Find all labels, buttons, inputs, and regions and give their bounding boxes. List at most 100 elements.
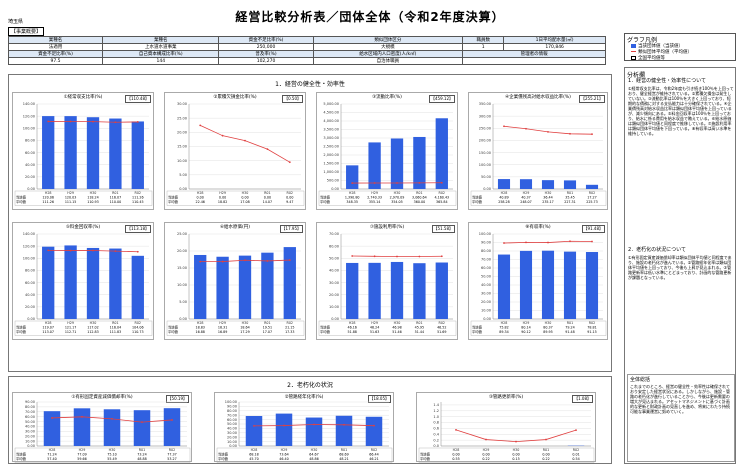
y-tick-label: 40.00	[25, 425, 35, 429]
x-tick-label: R02	[589, 191, 596, 195]
average-point	[396, 255, 398, 258]
x-tick-label: H28	[349, 191, 356, 195]
data-label-average: 17.07	[263, 330, 272, 334]
data-label-value: 1,390.80	[345, 196, 360, 200]
x-tick-label: R02	[287, 321, 294, 325]
data-label-average: 89.95	[543, 330, 552, 334]
average-point	[373, 424, 375, 427]
data-label-average: 14.07	[263, 200, 272, 204]
data-label-average: 91.48	[565, 330, 574, 334]
row-label-self: 当該値	[16, 452, 27, 457]
data-label-value: 17.27	[587, 196, 596, 200]
data-label-average: 258.28	[498, 200, 510, 204]
x-tick-label: R01	[112, 321, 119, 325]
average-point	[283, 424, 285, 427]
legend-item-self: 当該団体値（当該値）	[631, 43, 683, 49]
y-tick-label: 15.00	[177, 266, 187, 270]
x-tick-label: R02	[169, 448, 176, 452]
bar	[585, 184, 599, 189]
average-point	[221, 134, 224, 137]
y-tick-label: 40.00	[25, 163, 35, 167]
x-tick-label: H30	[242, 191, 249, 195]
chart-title: ③流動比率(%)	[372, 95, 402, 100]
chart-national-average: 【110.48】	[125, 95, 151, 103]
x-tick-label: H29	[67, 191, 74, 195]
data-label-value: 0.00	[197, 196, 204, 200]
legend-swatch-blue	[631, 43, 636, 48]
y-tick-label: 50.00	[481, 275, 491, 279]
data-table-border	[14, 447, 191, 463]
average-point	[591, 133, 593, 136]
row-label-average: 平均値	[420, 456, 431, 461]
x-tick-label: H29	[67, 321, 74, 325]
average-point	[591, 240, 593, 243]
data-label-value: 2,970.09	[390, 196, 405, 200]
chart-title: ④企業債残高対給水収益比率(%)	[505, 95, 571, 100]
data-label-average: 22.46	[195, 200, 204, 204]
data-label-average: 51.46	[392, 330, 401, 334]
y-tick-label: 10.00	[481, 309, 491, 313]
data-label-average: 46.40	[279, 457, 288, 461]
chart-svg: 0.00 20.00 40.00 60.00 80.00 100.00 120.00 140.…	[14, 232, 153, 336]
info-header-cell: 管理者の情報	[462, 50, 606, 58]
average-point	[485, 438, 487, 441]
legend-item-national: 全国平均値等	[631, 55, 665, 61]
y-tick-label: 1.0	[433, 415, 439, 419]
y-tick-label: 0.00	[483, 187, 491, 191]
analysis-s2-title: 2．老朽化の状況について	[628, 247, 687, 253]
data-label-value: 104.06	[132, 326, 144, 330]
data-label-value: 116.04	[110, 326, 122, 330]
info-value-cell: 102,270	[218, 57, 314, 65]
data-label-value: 68.69	[339, 453, 348, 457]
data-label-average: 0.22	[482, 457, 489, 461]
row-label-self: 当該値	[320, 195, 331, 200]
chart-title: ⑧有収率(%)	[525, 225, 551, 230]
x-tick-label: R02	[135, 321, 142, 325]
analysis-panel: 分析欄 1．経営の健全性・効率性について ①経常収支比率は、令和2年度も引き続き…	[624, 67, 736, 464]
data-label-average: 110.45	[132, 200, 144, 204]
y-tick-label: 40.00	[481, 283, 491, 287]
chart-national-average: 【459.12】	[429, 95, 455, 103]
x-tick-label: R01	[543, 448, 550, 452]
data-label-average: 235.17	[542, 200, 554, 204]
average-point	[455, 428, 457, 431]
data-label-average: 51.63	[370, 330, 379, 334]
bar	[413, 136, 426, 189]
y-tick-label: 90.00	[481, 241, 491, 245]
row-label-self: 当該値	[420, 452, 431, 457]
data-label-value: 118.24	[87, 196, 99, 200]
data-label-average: 111.83	[110, 330, 122, 334]
info-header-row-2: 資金不足比率(%) 自己資本構成比率(%) 普及率(%) 給水区域内人口密度(人…	[7, 50, 606, 58]
average-point	[244, 259, 246, 262]
x-tick-label: H30	[394, 191, 401, 195]
data-label-average: 53.27	[167, 457, 176, 461]
y-tick-label: 2,000.00	[323, 153, 339, 157]
row-label-self: 当該値	[472, 195, 483, 200]
x-tick-label: R02	[439, 191, 446, 195]
data-label-value: 116.07	[110, 196, 122, 200]
bar	[305, 417, 323, 446]
row-label-average: 平均値	[320, 199, 331, 204]
data-label-average: 110.00	[110, 200, 122, 204]
average-point	[343, 423, 345, 426]
data-label-average: 113.07	[42, 330, 54, 334]
info-value-cell: 上水道水道事業	[102, 43, 220, 51]
data-label-average: 45.70	[249, 457, 258, 461]
chart-svg: 0.0010.0020.0030.0040.0050.0060.0070.008…	[14, 400, 191, 463]
average-point	[141, 421, 143, 424]
y-tick-label: 300.00	[479, 114, 491, 118]
x-tick-label: R01	[567, 321, 574, 325]
analysis-s1-text: ①経常収支比率は、令和2年度も引き続き100％を上回っており、健全経営が維持され…	[628, 86, 734, 136]
y-tick-label: 80.00	[227, 409, 237, 413]
summary-box: 全体総括 これまでのところ、経営の健全性・効率性は確保されており安定した経営状況…	[627, 374, 735, 462]
data-label-value: 18.64	[240, 326, 249, 330]
y-tick-label: 70.00	[227, 413, 237, 417]
y-tick-label: 90.00	[227, 405, 237, 409]
y-tick-label: 150.00	[479, 151, 491, 155]
data-label-average: 112.83	[87, 330, 99, 334]
info-value-row-1: 法適用 上水道水道事業 250,000 大規模 1 170,846	[7, 43, 606, 51]
y-tick-label: 1.4	[433, 403, 439, 407]
chart-panel: ⑦施設利用率(%) 【51.58】 0.00 10.00 20.00 30.00 40.00…	[316, 222, 458, 340]
data-label-average: 17.33	[285, 330, 294, 334]
info-value-cell: 144	[102, 57, 220, 65]
